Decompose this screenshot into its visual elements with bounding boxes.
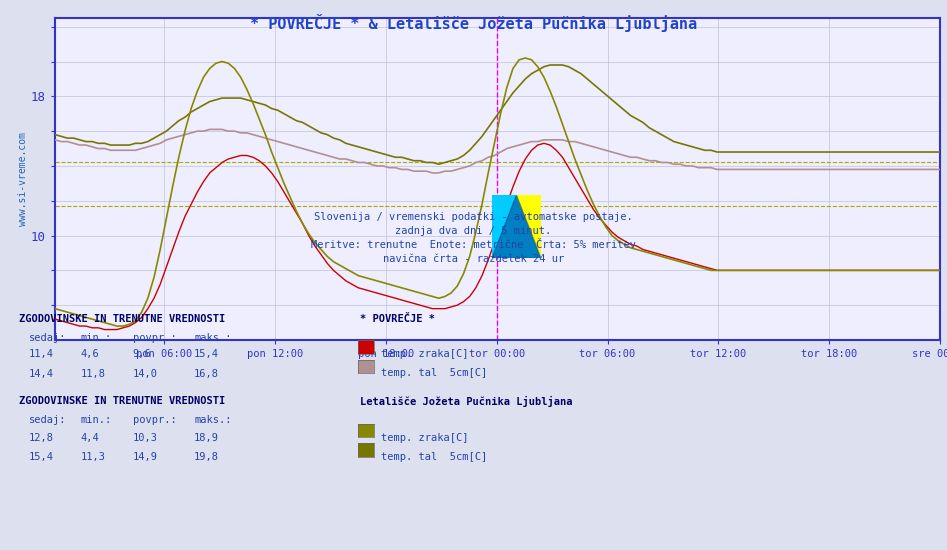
Text: min.:: min.:	[80, 415, 112, 425]
Text: 11,3: 11,3	[80, 452, 105, 462]
Text: * POVREČJE *: * POVREČJE *	[360, 314, 435, 323]
Text: 11,4: 11,4	[28, 349, 53, 359]
Text: maks.:: maks.:	[194, 415, 232, 425]
Text: 4,6: 4,6	[80, 349, 99, 359]
Text: 12,8: 12,8	[28, 433, 53, 443]
Text: povpr.:: povpr.:	[133, 333, 176, 343]
Text: temp. zraka[C]: temp. zraka[C]	[381, 349, 468, 359]
Text: 18,9: 18,9	[194, 433, 219, 443]
Text: temp. tal  5cm[C]: temp. tal 5cm[C]	[381, 368, 487, 378]
Text: 11,8: 11,8	[80, 368, 105, 378]
Text: 10,3: 10,3	[133, 433, 157, 443]
Text: temp. tal  5cm[C]: temp. tal 5cm[C]	[381, 452, 487, 462]
Text: 14,4: 14,4	[28, 368, 53, 378]
Y-axis label: www.si-vreme.com: www.si-vreme.com	[18, 132, 28, 226]
Text: maks.:: maks.:	[194, 333, 232, 343]
Text: Letališče Jožeta Pučnika Ljubljana: Letališče Jožeta Pučnika Ljubljana	[360, 396, 572, 407]
Text: * POVREČJE * & Letališče Jožeta Pučnika Ljubljana: * POVREČJE * & Letališče Jožeta Pučnika …	[250, 14, 697, 32]
Text: povpr.:: povpr.:	[133, 415, 176, 425]
Text: 16,8: 16,8	[194, 368, 219, 378]
Text: 14,9: 14,9	[133, 452, 157, 462]
Text: 15,4: 15,4	[28, 452, 53, 462]
Text: min.:: min.:	[80, 333, 112, 343]
Text: 4,4: 4,4	[80, 433, 99, 443]
Text: ZGODOVINSKE IN TRENUTNE VREDNOSTI: ZGODOVINSKE IN TRENUTNE VREDNOSTI	[19, 314, 225, 323]
Text: ZGODOVINSKE IN TRENUTNE VREDNOSTI: ZGODOVINSKE IN TRENUTNE VREDNOSTI	[19, 396, 225, 406]
Text: 9,6: 9,6	[133, 349, 152, 359]
Text: 19,8: 19,8	[194, 452, 219, 462]
Text: temp. zraka[C]: temp. zraka[C]	[381, 433, 468, 443]
Text: 14,0: 14,0	[133, 368, 157, 378]
Polygon shape	[491, 195, 541, 258]
Text: sedaj:: sedaj:	[28, 333, 66, 343]
Text: sedaj:: sedaj:	[28, 415, 66, 425]
Text: 15,4: 15,4	[194, 349, 219, 359]
Text: Slovenija / vremenski podatki - avtomatske postaje.
zadnja dva dni / 5 minut.
Me: Slovenija / vremenski podatki - avtomats…	[311, 212, 636, 264]
Polygon shape	[516, 195, 541, 258]
